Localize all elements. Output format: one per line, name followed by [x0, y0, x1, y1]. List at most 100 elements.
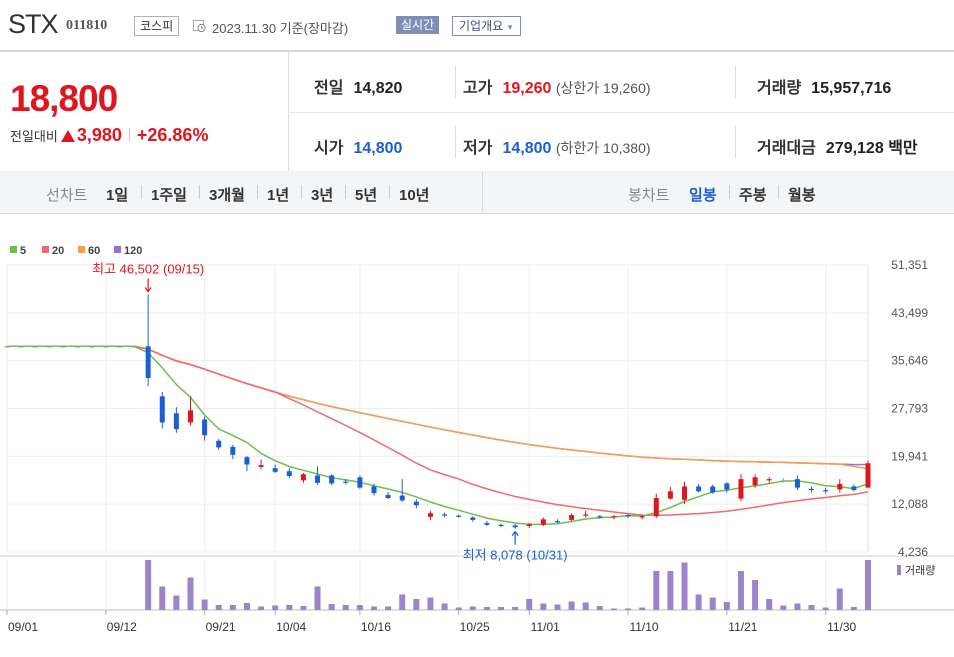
realtime-button[interactable]: 실시간 [396, 16, 440, 34]
volume-bar [469, 606, 476, 610]
candle-body [357, 477, 363, 488]
candle-body [202, 419, 208, 436]
x-axis: 09/01 09/12 09/21 10/04 10/16 10/25 11/01 11/10… [6, 610, 857, 634]
candle-body [597, 516, 603, 518]
amount-label: 거래대금 [757, 140, 816, 157]
high-annotation: 최고 46,502 (09/15) [92, 262, 204, 277]
legend-swatch [114, 246, 121, 253]
candles [4, 294, 871, 529]
candle-body [611, 516, 617, 518]
period-1y[interactable]: 1년 [267, 187, 290, 204]
volume-bar [865, 560, 871, 610]
candle-body [724, 483, 730, 490]
down-arrow-icon [144, 278, 152, 293]
y-tick-label: 51,351 [891, 258, 928, 272]
low-label: 저가 [463, 140, 493, 157]
candle-body [484, 522, 490, 525]
candle-daily[interactable]: 일봉 [689, 187, 717, 204]
candle [145, 294, 151, 386]
candle [131, 346, 137, 348]
volume-bar [342, 605, 349, 610]
candle-body [794, 479, 800, 488]
candle [442, 512, 448, 517]
candle [569, 513, 575, 522]
volume: 거래량 15,957,716 [757, 74, 891, 98]
candle [780, 477, 786, 483]
candle-body [780, 480, 786, 482]
y-tick-label: 43,499 [891, 306, 928, 320]
period-5y[interactable]: 5년 [355, 187, 378, 204]
company-overview-dropdown[interactable]: 기업개요 ▼ [452, 16, 522, 36]
volume-bar [173, 595, 180, 610]
candle [60, 346, 66, 348]
candle [244, 455, 250, 472]
candle-body [696, 486, 702, 492]
volume-bar [512, 607, 519, 610]
period-3m[interactable]: 3개월 [209, 187, 245, 204]
high-value: 19,260 [502, 80, 552, 97]
candle-body [809, 488, 815, 491]
candle-body [442, 514, 448, 516]
candle-body [823, 490, 829, 492]
price-change: 전일대비 3,980 +26.86% [10, 125, 208, 146]
candle-body [851, 486, 857, 491]
candle-body [46, 346, 52, 348]
candle-body [738, 479, 744, 499]
period-1w[interactable]: 1주일 [151, 187, 187, 204]
candle-body [159, 396, 165, 423]
volume-bar [145, 560, 152, 610]
candle-body [258, 465, 264, 467]
candle [823, 487, 829, 494]
company-overview-label: 기업개요 [459, 19, 504, 33]
period-1d[interactable]: 1일 [106, 187, 129, 204]
volume-bar [639, 607, 646, 610]
legend-label: 20 [52, 245, 64, 257]
candle-body [60, 346, 66, 348]
candle [385, 491, 391, 500]
candle [667, 487, 673, 500]
candle-body [371, 486, 377, 494]
candle-body [315, 475, 321, 483]
divider [735, 66, 736, 98]
volume-bar [385, 606, 392, 610]
volume-bar [427, 597, 434, 610]
line-chart-title: 선차트 [46, 187, 88, 204]
period-3y[interactable]: 3년 [311, 187, 334, 204]
trade-amount: 거래대금 279,128 백만 [757, 134, 918, 158]
candle [526, 522, 532, 528]
candle-body [399, 495, 405, 501]
volume-value: 15,957,716 [811, 80, 892, 97]
candle [173, 407, 179, 433]
divider [455, 126, 456, 158]
candle-weekly[interactable]: 주봉 [739, 187, 767, 204]
volume-bar [413, 599, 420, 610]
candle [230, 445, 236, 460]
candle [272, 464, 278, 474]
volume-bar [582, 602, 589, 610]
period-10y[interactable]: 10년 [399, 187, 430, 204]
candle-monthly[interactable]: 월봉 [788, 187, 816, 204]
candle [512, 524, 518, 529]
divider [345, 185, 346, 199]
divider [778, 185, 779, 199]
candle-body [272, 468, 278, 472]
candle [851, 484, 857, 492]
volume-bar [483, 607, 490, 610]
candle [18, 346, 24, 348]
x-tick-label: 10/25 [460, 620, 490, 634]
volume-bar [667, 571, 674, 610]
candle [399, 479, 405, 502]
x-tick-label: 11/21 [728, 620, 757, 634]
volume-bar [328, 604, 335, 610]
volume-bar [498, 607, 505, 610]
candle-body [554, 521, 560, 523]
candle [117, 346, 123, 348]
candle-body [75, 346, 81, 348]
candle [470, 516, 476, 522]
low-price: 저가 14,800 (하한가 10,380) [463, 134, 651, 158]
chevron-down-icon: ▼ [506, 23, 515, 32]
candle [216, 438, 222, 450]
candle-body [540, 519, 546, 525]
open-label: 시가 [314, 140, 344, 157]
volume-bar [215, 605, 222, 610]
